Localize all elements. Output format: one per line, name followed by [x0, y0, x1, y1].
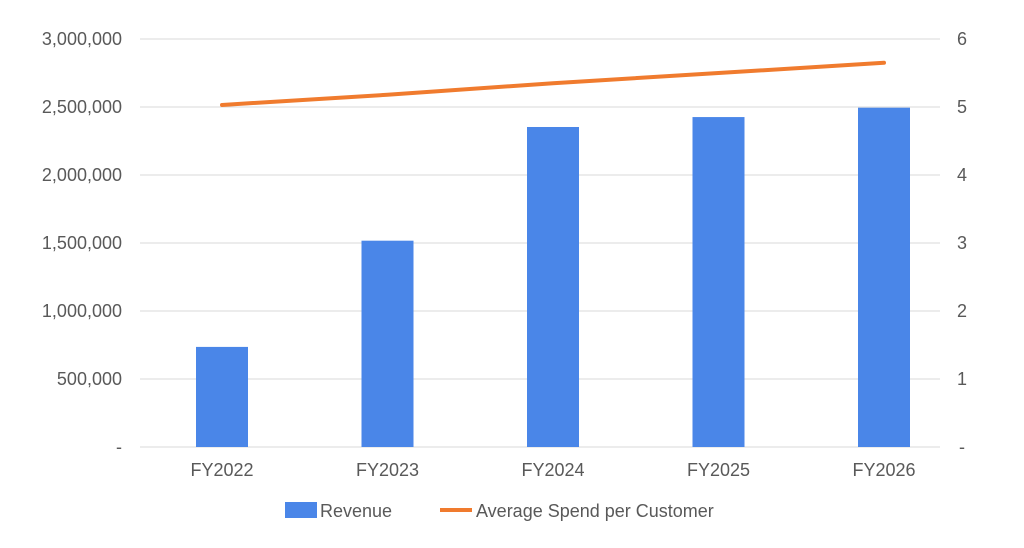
left-axis-tick-label: 2,000,000 [42, 165, 122, 185]
x-axis-tick-label: FY2023 [356, 460, 419, 480]
right-axis-tick-label: 3 [957, 233, 967, 253]
revenue-bar [361, 240, 414, 447]
legend-revenue-swatch [285, 502, 317, 518]
x-axis-tick-label: FY2026 [852, 460, 915, 480]
right-axis-tick-label: - [959, 437, 965, 457]
right-axis-tick-label: 1 [957, 369, 967, 389]
x-axis-tick-label: FY2025 [687, 460, 750, 480]
legend-revenue-label: Revenue [320, 501, 392, 521]
right-axis-tick-label: 4 [957, 165, 967, 185]
legend-average-spend-label: Average Spend per Customer [476, 501, 714, 521]
revenue-bar [692, 117, 745, 448]
x-axis-tick-label: FY2024 [521, 460, 584, 480]
revenue-bar [196, 346, 248, 447]
right-axis-tick-label: 2 [957, 301, 967, 321]
left-axis-tick-label: 1,000,000 [42, 301, 122, 321]
left-axis-tick-label: 3,000,000 [42, 29, 122, 49]
left-axis-tick-label: 1,500,000 [42, 233, 122, 253]
revenue-bar [527, 126, 579, 447]
average-spend-line [220, 60, 886, 107]
left-axis-tick-label: 2,500,000 [42, 97, 122, 117]
right-axis-tick-label: 6 [957, 29, 967, 49]
revenue-bar [858, 107, 910, 448]
left-axis-tick-label: 500,000 [57, 369, 122, 389]
left-axis-tick-label: - [116, 437, 122, 457]
x-axis-tick-label: FY2022 [190, 460, 253, 480]
right-axis-tick-label: 5 [957, 97, 967, 117]
